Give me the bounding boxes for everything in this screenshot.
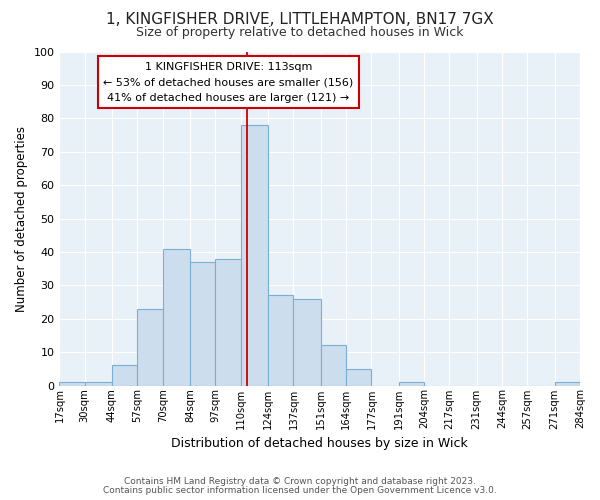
Bar — [59, 382, 85, 386]
X-axis label: Distribution of detached houses by size in Wick: Distribution of detached houses by size … — [172, 437, 468, 450]
Bar — [398, 382, 424, 386]
Text: Contains HM Land Registry data © Crown copyright and database right 2023.: Contains HM Land Registry data © Crown c… — [124, 477, 476, 486]
Bar — [293, 298, 320, 386]
Bar — [554, 382, 580, 386]
Bar — [112, 366, 137, 386]
Bar — [215, 258, 241, 386]
Bar — [268, 296, 293, 386]
Bar — [320, 346, 346, 386]
Bar — [163, 248, 190, 386]
Bar — [85, 382, 112, 386]
Text: Contains public sector information licensed under the Open Government Licence v3: Contains public sector information licen… — [103, 486, 497, 495]
Bar — [241, 125, 268, 386]
Text: 1 KINGFISHER DRIVE: 113sqm
← 53% of detached houses are smaller (156)
41% of det: 1 KINGFISHER DRIVE: 113sqm ← 53% of deta… — [103, 62, 354, 102]
Bar — [137, 308, 163, 386]
Text: 1, KINGFISHER DRIVE, LITTLEHAMPTON, BN17 7GX: 1, KINGFISHER DRIVE, LITTLEHAMPTON, BN17… — [106, 12, 494, 28]
Y-axis label: Number of detached properties: Number of detached properties — [15, 126, 28, 312]
Bar — [346, 369, 371, 386]
Text: Size of property relative to detached houses in Wick: Size of property relative to detached ho… — [136, 26, 464, 39]
Bar — [190, 262, 215, 386]
